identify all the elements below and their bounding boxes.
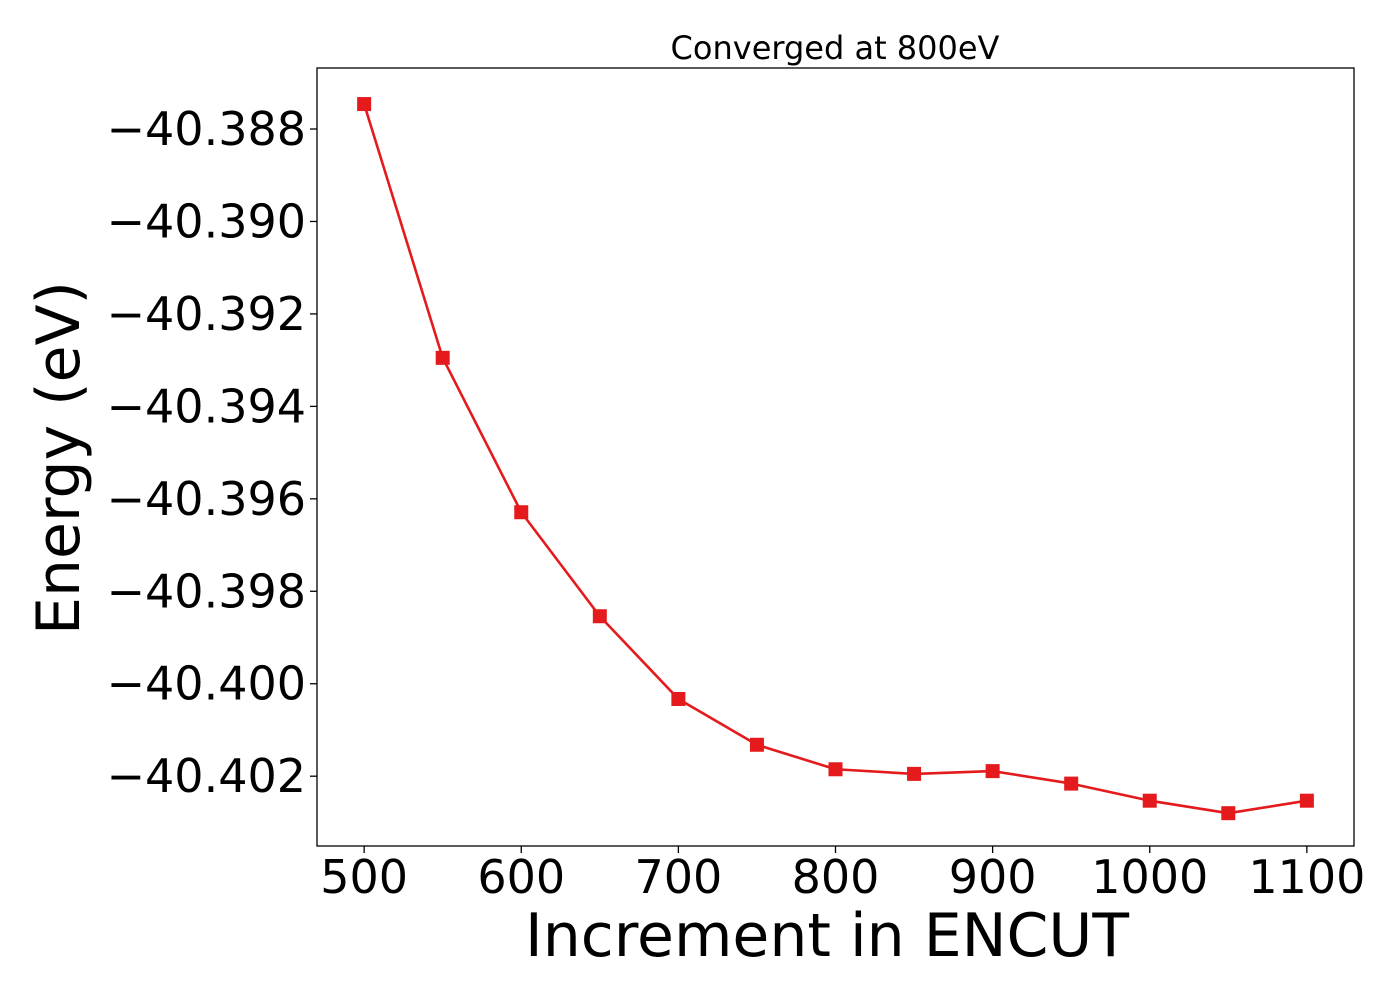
- x-tick-label: 1100: [1248, 850, 1365, 904]
- y-tick-label: −40.402: [107, 749, 307, 803]
- x-tick-label: 900: [949, 850, 1037, 904]
- data-point-marker: [749, 737, 764, 752]
- data-point-marker: [1064, 776, 1079, 791]
- plot-area: [357, 97, 1314, 821]
- data-point-marker: [907, 766, 922, 781]
- y-tick-label: −40.398: [107, 564, 307, 618]
- x-axis-ticks: 500 600 700 800 900 1000 1100: [320, 846, 1365, 904]
- data-point-marker: [357, 97, 372, 112]
- data-point-marker: [1142, 793, 1157, 808]
- y-tick-label: −40.390: [107, 194, 307, 248]
- data-point-marker: [592, 609, 607, 624]
- y-tick-label: −40.392: [107, 287, 307, 341]
- x-tick-label: 500: [320, 850, 408, 904]
- chart-title: Converged at 800eV: [671, 29, 1000, 67]
- y-tick-label: −40.400: [107, 657, 307, 711]
- y-tick-label: −40.396: [107, 472, 307, 526]
- data-point-marker: [435, 350, 450, 365]
- y-axis-label: Energy (eV): [24, 281, 94, 635]
- data-point-marker: [985, 764, 1000, 779]
- data-point-marker: [671, 691, 686, 706]
- x-tick-label: 600: [477, 850, 565, 904]
- data-point-marker: [1299, 793, 1314, 808]
- x-tick-label: 800: [792, 850, 880, 904]
- x-tick-label: 1000: [1091, 850, 1208, 904]
- y-axis-ticks: −40.388 −40.390 −40.392 −40.394 −40.396 −40.3…: [107, 102, 317, 803]
- y-tick-label: −40.388: [107, 102, 307, 156]
- y-tick-label: −40.394: [107, 379, 307, 433]
- x-tick-label: 700: [634, 850, 722, 904]
- data-point-marker: [1221, 806, 1236, 821]
- x-axis-label: Increment in ENCUT: [525, 901, 1129, 971]
- data-point-marker: [514, 505, 529, 520]
- data-point-marker: [828, 762, 843, 777]
